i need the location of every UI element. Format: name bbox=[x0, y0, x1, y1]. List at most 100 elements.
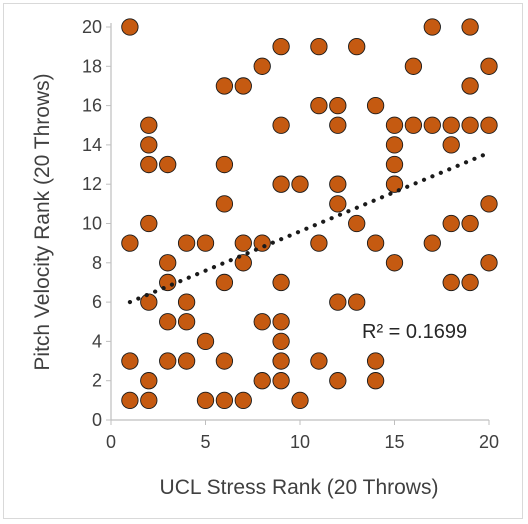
trendline-group bbox=[127, 150, 492, 305]
data-point bbox=[272, 38, 290, 56]
data-point bbox=[272, 332, 290, 351]
data-point bbox=[140, 391, 158, 409]
data-point bbox=[121, 391, 139, 409]
x-tick-label: 0 bbox=[106, 432, 116, 452]
data-point bbox=[385, 116, 404, 134]
data-points bbox=[121, 18, 498, 409]
x-tick-labels: 0 5 10 15 20 bbox=[106, 420, 499, 452]
data-point bbox=[442, 136, 460, 154]
data-point bbox=[404, 57, 423, 75]
data-point bbox=[215, 273, 234, 292]
data-point bbox=[366, 372, 385, 390]
y-tick-label: 2 bbox=[92, 371, 102, 391]
data-point bbox=[196, 332, 215, 351]
data-point bbox=[366, 234, 385, 252]
data-point bbox=[159, 254, 177, 272]
data-point bbox=[461, 273, 479, 292]
y-tick-label: 12 bbox=[82, 174, 102, 194]
data-point bbox=[480, 195, 498, 213]
y-tick-label: 0 bbox=[92, 410, 102, 430]
data-point bbox=[329, 293, 347, 311]
data-point bbox=[461, 77, 479, 95]
trendline bbox=[127, 150, 492, 305]
x-tick-label: 20 bbox=[479, 432, 499, 452]
y-tick-label: 16 bbox=[82, 96, 102, 116]
x-tick-label: 10 bbox=[290, 432, 310, 452]
y-tick-labels: 0 2 4 6 8 10 12 14 16 18 20 bbox=[82, 17, 111, 430]
data-point bbox=[461, 18, 479, 36]
data-point bbox=[215, 195, 234, 213]
data-point bbox=[272, 116, 290, 134]
data-point bbox=[385, 254, 404, 272]
data-point bbox=[348, 214, 366, 233]
data-point bbox=[177, 313, 196, 331]
data-point bbox=[329, 195, 347, 213]
data-point bbox=[234, 234, 252, 252]
data-point bbox=[291, 175, 309, 193]
data-point bbox=[310, 38, 328, 56]
data-point bbox=[310, 352, 328, 370]
data-point bbox=[215, 391, 234, 409]
y-tick-label: 14 bbox=[82, 135, 102, 155]
data-point bbox=[329, 96, 347, 115]
data-point bbox=[423, 234, 441, 252]
data-point bbox=[159, 313, 177, 331]
data-point bbox=[310, 96, 328, 115]
data-point bbox=[423, 18, 441, 36]
data-point bbox=[272, 372, 290, 390]
y-tick-label: 4 bbox=[92, 331, 102, 351]
data-point bbox=[140, 293, 158, 311]
x-axis-title: UCL Stress Rank (20 Throws) bbox=[160, 476, 439, 499]
data-point bbox=[329, 116, 347, 134]
data-point bbox=[272, 313, 290, 331]
x-tick-label: 5 bbox=[200, 432, 210, 452]
data-point bbox=[140, 372, 158, 390]
data-point bbox=[177, 293, 196, 311]
data-point bbox=[196, 234, 215, 252]
data-point bbox=[329, 175, 347, 193]
data-point bbox=[291, 391, 309, 409]
data-point bbox=[253, 57, 271, 75]
data-point bbox=[310, 234, 328, 252]
data-point bbox=[480, 116, 498, 134]
data-point bbox=[121, 234, 139, 252]
data-point bbox=[234, 391, 252, 409]
data-point bbox=[215, 352, 234, 370]
data-point bbox=[215, 155, 234, 174]
data-point bbox=[480, 254, 498, 272]
data-point bbox=[272, 273, 290, 292]
data-point bbox=[423, 116, 441, 134]
data-point bbox=[121, 352, 139, 370]
data-point bbox=[385, 155, 404, 174]
data-point bbox=[348, 38, 366, 56]
y-tick-label: 18 bbox=[82, 56, 102, 76]
data-point bbox=[442, 116, 460, 134]
x-tick-label: 15 bbox=[384, 432, 404, 452]
data-point bbox=[480, 57, 498, 75]
data-point bbox=[404, 116, 423, 134]
y-axis-title: Pitch Velocity Rank (20 Throws) bbox=[31, 73, 54, 370]
data-point bbox=[215, 77, 234, 95]
data-point bbox=[272, 175, 290, 193]
data-point bbox=[442, 214, 460, 233]
data-point bbox=[140, 116, 158, 134]
r-squared-annotation: R² = 0.1699 bbox=[362, 321, 467, 343]
data-point bbox=[272, 352, 290, 370]
data-point bbox=[366, 96, 385, 115]
data-point bbox=[253, 372, 271, 390]
data-point bbox=[140, 155, 158, 174]
data-point bbox=[140, 136, 158, 154]
data-point bbox=[177, 352, 196, 370]
data-point bbox=[442, 273, 460, 292]
data-point bbox=[385, 136, 404, 154]
data-point bbox=[461, 116, 479, 134]
data-point bbox=[121, 18, 139, 36]
data-point bbox=[366, 352, 385, 370]
y-tick-label: 20 bbox=[82, 17, 102, 37]
data-point bbox=[329, 372, 347, 390]
data-point bbox=[159, 352, 177, 370]
data-point bbox=[461, 214, 479, 233]
y-tick-label: 6 bbox=[92, 292, 102, 312]
data-point bbox=[253, 313, 271, 331]
